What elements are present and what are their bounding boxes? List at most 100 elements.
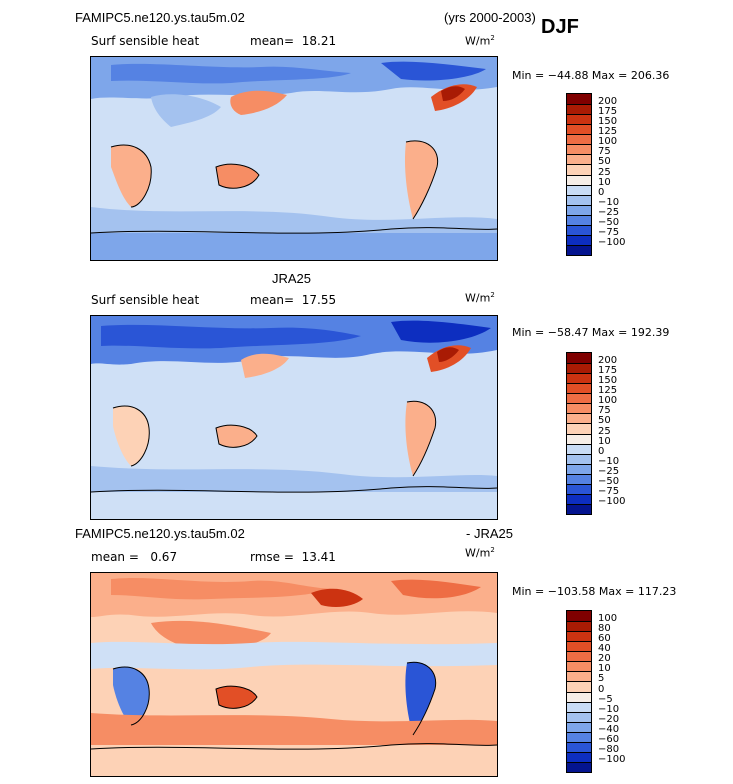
colorbar-tick-label: 75 [598, 405, 611, 417]
panel3-rmse-value: 13.41 [301, 550, 336, 564]
colorbar-cell [567, 144, 591, 155]
colorbar-cell [567, 353, 591, 364]
colorbar-tick-label: 10 [598, 663, 611, 675]
panel1-map-field [91, 57, 497, 260]
colorbar-cell [567, 194, 591, 205]
colorbar-tick-label: 125 [598, 126, 618, 138]
colorbar-tick-label: 20 [598, 653, 611, 665]
panel2-map-field [91, 316, 497, 519]
colorbar-cell [567, 393, 591, 404]
colorbar-tick-label: 80 [598, 623, 611, 635]
colorbar-cell [567, 641, 591, 652]
colorbar-cell [567, 751, 591, 762]
panel1-minmax: Min = −44.88 Max = 206.36 [512, 69, 670, 82]
panel3-rmse: rmse = 13.41 [250, 550, 336, 564]
colorbar-tick-label: −5 [598, 693, 613, 705]
panel2-variable: Surf sensible heat [91, 293, 200, 307]
panel2-minmax: Min = −58.47 Max = 192.39 [512, 326, 670, 339]
colorbar-tick-label: −40 [598, 723, 620, 735]
colorbar-tick-label: 175 [598, 365, 618, 377]
colorbar-cell [567, 154, 591, 165]
colorbar-cell [567, 224, 591, 235]
colorbar-tick-label: 60 [598, 633, 611, 645]
colorbar-cell [567, 731, 591, 742]
colorbar-cell [567, 94, 591, 105]
colorbar-tick-label: 0 [598, 683, 605, 695]
panel3-minmax: Min = −103.58 Max = 117.23 [512, 585, 677, 598]
colorbar-cell [567, 473, 591, 484]
panel1-colorbar [566, 93, 592, 256]
colorbar-cell [567, 493, 591, 504]
colorbar-cell [567, 483, 591, 494]
panel1-variable: Surf sensible heat [91, 34, 200, 48]
colorbar-cell [567, 503, 591, 514]
panel1-title: FAMIPC5.ne120.ys.tau5m.02 [75, 10, 245, 25]
colorbar-tick-label: −10 [598, 703, 620, 715]
panel1-mean: mean= 18.21 [250, 34, 336, 48]
colorbar-tick-label: 5 [598, 673, 605, 685]
panel3-units-exp: 2 [490, 546, 495, 554]
colorbar-cell [567, 761, 591, 772]
colorbar-tick-label: 100 [598, 395, 618, 407]
colorbar-tick-label: 100 [598, 136, 618, 148]
panel3-rmse-label: rmse = [250, 550, 294, 564]
colorbar-tick-label: 75 [598, 146, 611, 158]
colorbar-cell [567, 164, 591, 175]
panel3-colorbar [566, 610, 592, 773]
colorbar-tick-label: −10 [598, 455, 620, 467]
colorbar-cell [567, 671, 591, 682]
panel2-units-base: W/m [465, 291, 491, 305]
colorbar-tick-label: −100 [598, 236, 626, 248]
colorbar-cell [567, 453, 591, 464]
colorbar-cell [567, 184, 591, 195]
panel3-map [90, 572, 498, 777]
colorbar-cell [567, 463, 591, 474]
panel1-units-base: W/m [465, 34, 491, 48]
colorbar-tick-label: 150 [598, 375, 618, 387]
panel3-map-field [91, 573, 497, 776]
colorbar-cell [567, 363, 591, 374]
colorbar-tick-label: −25 [598, 465, 620, 477]
colorbar-tick-label: 150 [598, 116, 618, 128]
colorbar-cell [567, 433, 591, 444]
colorbar-cell [567, 234, 591, 245]
colorbar-cell [567, 413, 591, 424]
colorbar-tick-label: 50 [598, 156, 611, 168]
panel3-mean: mean = 0.67 [91, 550, 177, 564]
colorbar-tick-label: 50 [598, 415, 611, 427]
panel2-mean-value: 17.55 [301, 293, 337, 307]
panel1-units: W/m2 [465, 34, 495, 48]
colorbar-tick-label: −80 [598, 743, 620, 755]
colorbar-cell [567, 741, 591, 752]
colorbar-cell [567, 403, 591, 414]
colorbar-tick-label: −25 [598, 206, 620, 218]
colorbar-tick-label: 25 [598, 166, 611, 178]
panel2-map [90, 315, 498, 520]
colorbar-tick-label: 10 [598, 435, 611, 447]
panel3-mean-value: 0.67 [150, 550, 178, 564]
colorbar-cell [567, 701, 591, 712]
panel2-units-exp: 2 [490, 291, 495, 299]
panel2-mean: mean= 17.55 [250, 293, 336, 307]
colorbar-cell [567, 721, 591, 732]
colorbar-tick-label: 25 [598, 425, 611, 437]
colorbar-cell [567, 244, 591, 255]
panel2-title: JRA25 [272, 271, 312, 286]
colorbar-cell [567, 691, 591, 702]
season-label: DJF [541, 16, 579, 38]
colorbar-tick-label: 10 [598, 176, 611, 188]
colorbar-cell [567, 204, 591, 215]
colorbar-cell [567, 383, 591, 394]
colorbar-tick-label: −75 [598, 226, 620, 238]
colorbar-tick-label: 0 [598, 186, 605, 198]
panel1-units-exp: 2 [490, 34, 495, 42]
colorbar-cell [567, 681, 591, 692]
colorbar-cell [567, 114, 591, 125]
colorbar-tick-label: 0 [598, 445, 605, 457]
colorbar-cell [567, 711, 591, 722]
colorbar-tick-label: −100 [598, 753, 626, 765]
colorbar-tick-label: 100 [598, 613, 618, 625]
colorbar-cell [567, 443, 591, 454]
colorbar-tick-label: −10 [598, 196, 620, 208]
colorbar-cell [567, 621, 591, 632]
